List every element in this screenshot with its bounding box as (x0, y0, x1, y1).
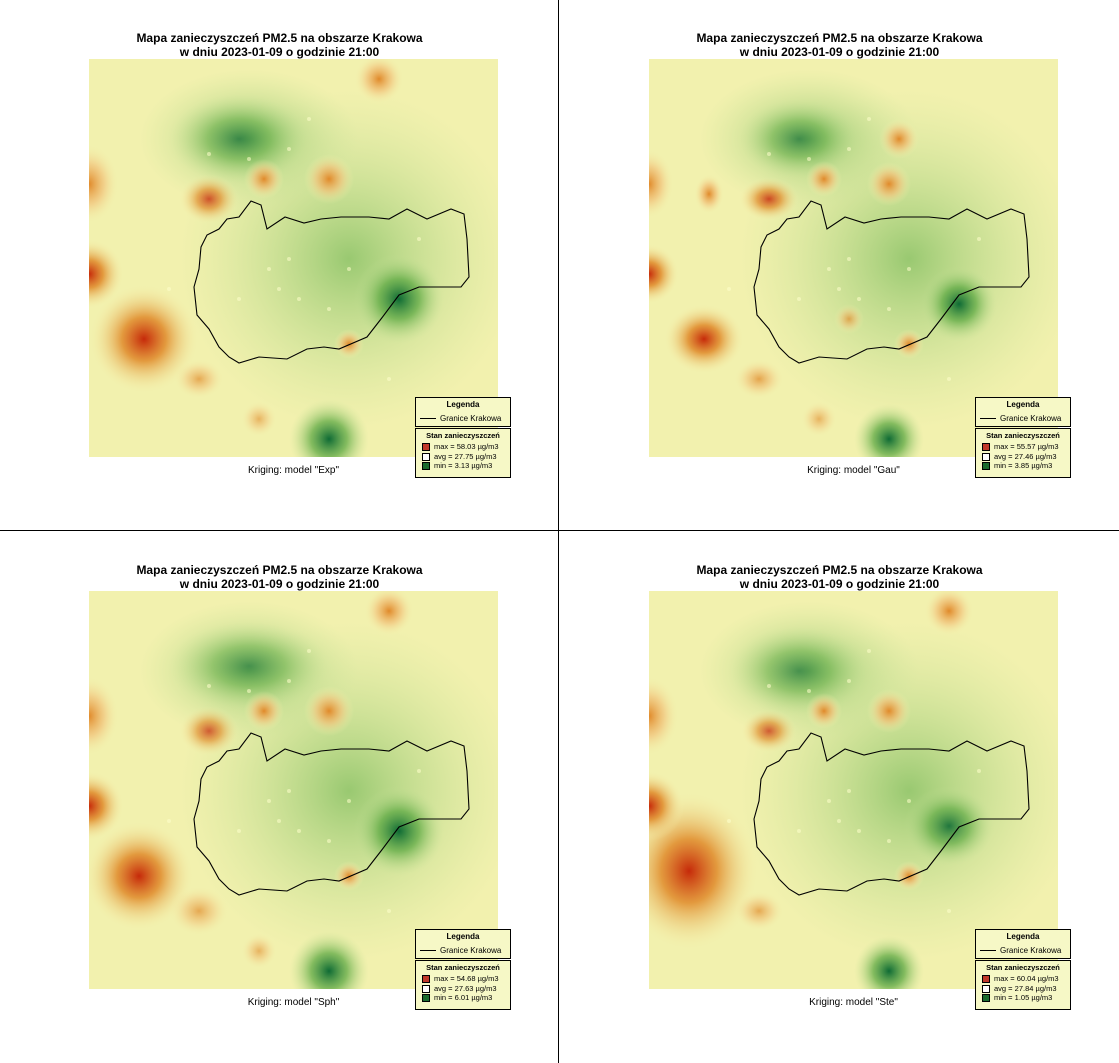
map-panel-ste: Mapa zanieczyszczeń PM2.5 na obszarze Kr… (560, 532, 1119, 1063)
krakow-boundary (193, 200, 470, 364)
stat-avg: avg = 27.63 µg/m3 (422, 984, 510, 994)
kriging-map (649, 59, 1058, 457)
panel-title: Mapa zanieczyszczeń PM2.5 na obszarze Kr… (696, 563, 983, 591)
stat-max: max = 60.04 µg/m3 (982, 974, 1070, 984)
panel-title: Mapa zanieczyszczeń PM2.5 na obszarze Kr… (136, 31, 423, 59)
stat-avg: avg = 27.84 µg/m3 (982, 984, 1070, 994)
max-swatch (982, 975, 990, 984)
map-subtitle: Kriging: model "Gau" (807, 465, 900, 476)
min-swatch (982, 994, 990, 1003)
avg-swatch (982, 984, 990, 993)
stat-max: max = 58.03 µg/m3 (422, 442, 510, 452)
horizontal-divider (0, 530, 1119, 531)
boundary-label: Granice Krakowa (440, 946, 502, 955)
kriging-map (649, 591, 1058, 989)
map-subtitle: Kriging: model "Ste" (809, 997, 898, 1008)
map-subtitle: Kriging: model "Exp" (247, 465, 340, 476)
stat-avg: avg = 27.75 µg/m3 (422, 452, 510, 462)
min-swatch (422, 462, 430, 471)
max-swatch (422, 443, 430, 452)
kriging-surface (649, 59, 1058, 457)
min-swatch (982, 462, 990, 471)
map-subtitle: Kriging: model "Sph" (247, 997, 340, 1008)
legend-title: Legenda (1006, 400, 1040, 409)
stats-title: Stan zanieczyszczeń (426, 431, 500, 440)
krakow-boundary (193, 732, 470, 896)
boundary-legend: Legenda Granice Krakowa (975, 397, 1071, 427)
min-swatch (422, 994, 430, 1003)
boundary-legend: Legenda Granice Krakowa (975, 929, 1071, 959)
map-panel-gau: Mapa zanieczyszczeń PM2.5 na obszarze Kr… (560, 0, 1119, 531)
stat-min: min = 3.85 µg/m3 (982, 461, 1070, 471)
pollution-stats-legend: Stan zanieczyszczeń max = 58.03 µg/m3 av… (415, 428, 511, 478)
legend-title: Legenda (446, 932, 480, 941)
stat-max: max = 54.68 µg/m3 (422, 974, 510, 984)
krakow-boundary (753, 200, 1030, 364)
boundary-label: Granice Krakowa (440, 414, 502, 423)
panel-title: Mapa zanieczyszczeń PM2.5 na obszarze Kr… (696, 31, 983, 59)
legend-title: Legenda (446, 400, 480, 409)
stat-min: min = 6.01 µg/m3 (422, 993, 510, 1003)
boundary-label: Granice Krakowa (1000, 946, 1062, 955)
legend-title: Legenda (1006, 932, 1040, 941)
stat-min: min = 3.13 µg/m3 (422, 461, 510, 471)
stat-min: min = 1.05 µg/m3 (982, 993, 1070, 1003)
vertical-divider (558, 0, 559, 1063)
max-swatch (422, 975, 430, 984)
kriging-map (89, 591, 498, 989)
avg-swatch (422, 452, 430, 461)
panel-title: Mapa zanieczyszczeń PM2.5 na obszarze Kr… (136, 563, 423, 591)
pollution-stats-legend: Stan zanieczyszczeń max = 55.57 µg/m3 av… (975, 428, 1071, 478)
kriging-surface (89, 591, 498, 989)
kriging-surface (89, 59, 498, 457)
boundary-legend: Legenda Granice Krakowa (415, 397, 511, 427)
boundary-line-swatch (420, 950, 436, 952)
boundary-label: Granice Krakowa (1000, 414, 1062, 423)
map-panel-exp: Mapa zanieczyszczeń PM2.5 na obszarze Kr… (0, 0, 559, 531)
stat-max: max = 55.57 µg/m3 (982, 442, 1070, 452)
stats-title: Stan zanieczyszczeń (426, 963, 500, 972)
stat-avg: avg = 27.46 µg/m3 (982, 452, 1070, 462)
pollution-stats-legend: Stan zanieczyszczeń max = 60.04 µg/m3 av… (975, 960, 1071, 1010)
pollution-stats-legend: Stan zanieczyszczeń max = 54.68 µg/m3 av… (415, 960, 511, 1010)
avg-swatch (422, 984, 430, 993)
stats-title: Stan zanieczyszczeń (986, 963, 1060, 972)
avg-swatch (982, 452, 990, 461)
boundary-line-swatch (420, 418, 436, 420)
boundary-line-swatch (980, 950, 996, 952)
max-swatch (982, 443, 990, 452)
boundary-line-swatch (980, 418, 996, 420)
kriging-map (89, 59, 498, 457)
krakow-boundary (753, 732, 1030, 896)
boundary-legend: Legenda Granice Krakowa (415, 929, 511, 959)
kriging-surface (649, 591, 1058, 989)
stats-title: Stan zanieczyszczeń (986, 431, 1060, 440)
map-panel-sph: Mapa zanieczyszczeń PM2.5 na obszarze Kr… (0, 532, 559, 1063)
